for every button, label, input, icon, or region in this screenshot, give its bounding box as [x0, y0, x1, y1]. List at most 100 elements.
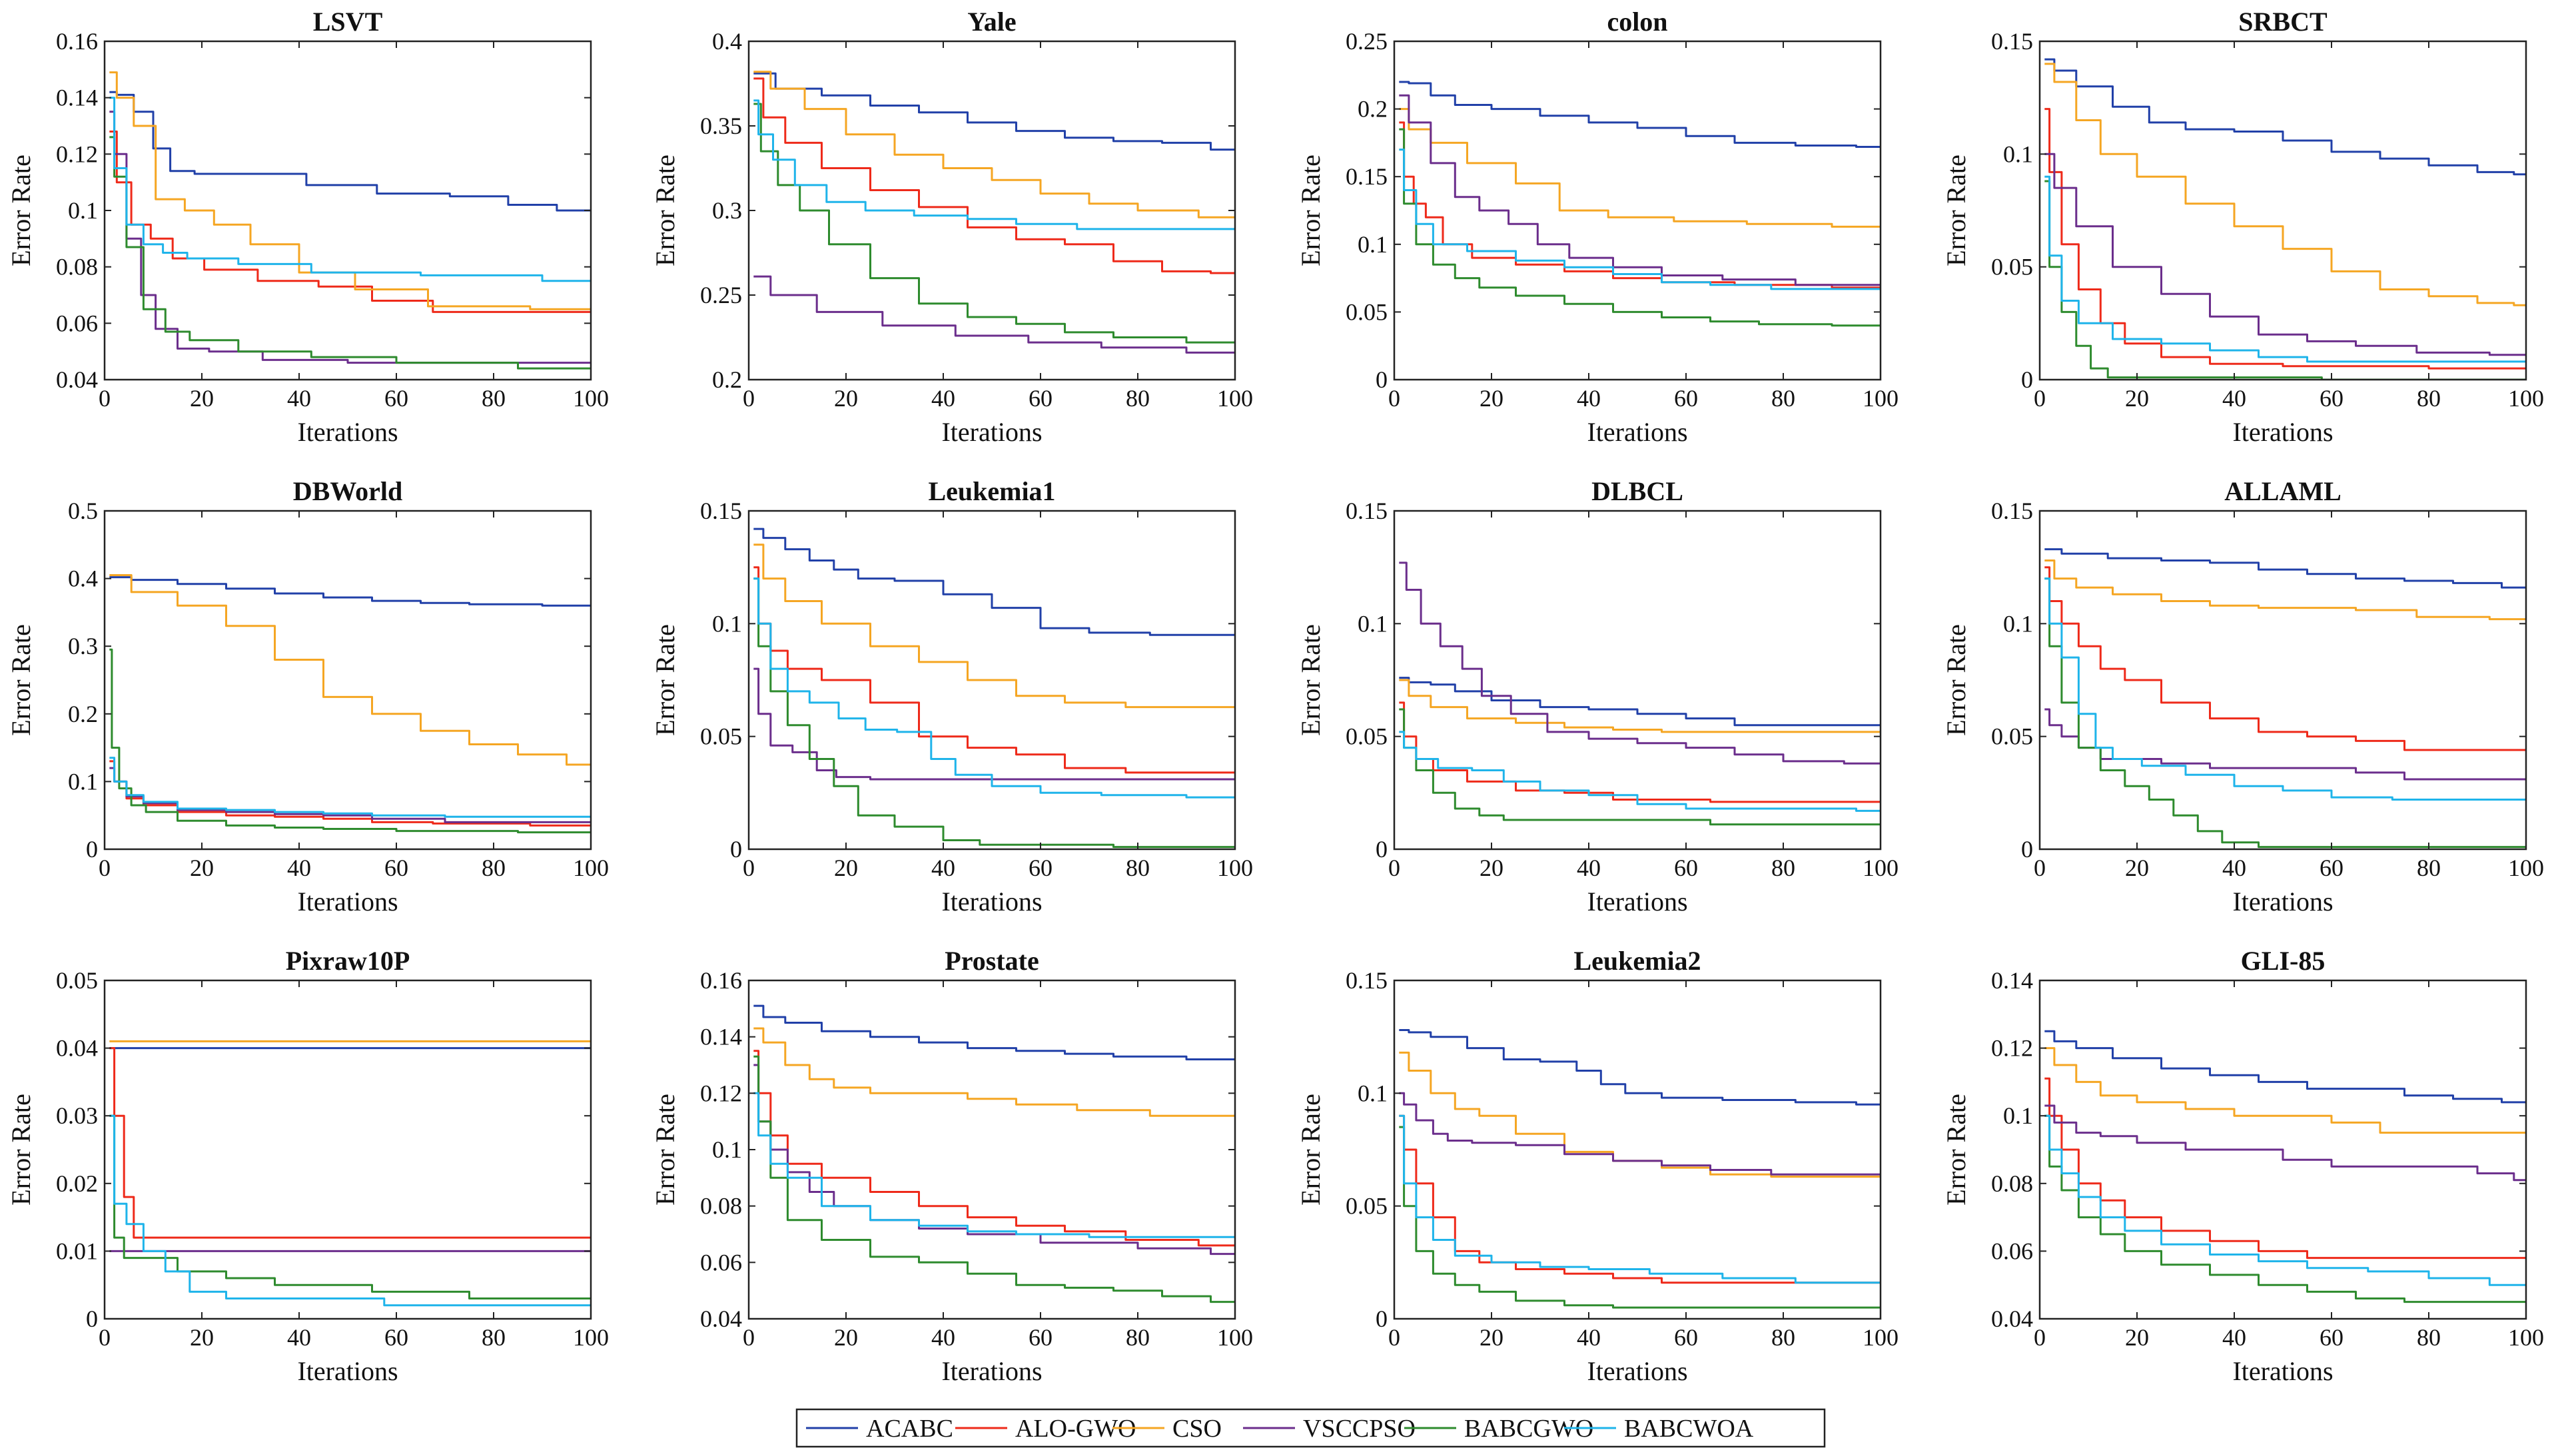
x-tick-label: 40 [931, 1324, 955, 1351]
series-line-cso [109, 574, 591, 766]
y-tick-label: 0.04 [56, 1035, 98, 1062]
legend: ACABC ALO-GWO CSO VSCCPSO BABCGWO BABCWOA [795, 1408, 1826, 1448]
axes-box [1393, 510, 1882, 851]
series-lines [2044, 548, 2526, 849]
y-tick-label: 0.01 [56, 1238, 98, 1264]
x-tick-label: 0 [99, 1324, 111, 1351]
legend-label: VSCCPSO [1303, 1415, 1416, 1443]
y-axis-label: Error Rate [650, 155, 680, 266]
x-tick-label: 60 [384, 1324, 408, 1351]
y-tick-label: 0.1 [2003, 610, 2033, 637]
y-tick-label: 0.05 [1346, 298, 1388, 325]
x-tick-label: 20 [2125, 1324, 2149, 1351]
y-axis-label: Error Rate [1941, 624, 1971, 736]
x-tick-label: 20 [1480, 385, 1503, 412]
y-tick-label: 0.1 [712, 1136, 742, 1163]
x-tick-label: 40 [931, 385, 955, 412]
x-tick-label: 60 [2320, 855, 2343, 881]
x-tick-label: 60 [2320, 1324, 2343, 1351]
series-lines [2044, 1030, 2526, 1303]
series-line-babcgwo [2044, 180, 2526, 380]
series-line-babcgwo [2044, 1114, 2526, 1303]
series-line-vsccpso [2044, 1104, 2526, 1182]
series-line-vsccpso [2044, 708, 2526, 781]
x-tick-label: 20 [834, 855, 858, 881]
y-tick-label: 0.14 [700, 1024, 742, 1050]
y-tick-label: 0.14 [1991, 967, 2033, 994]
chart-title: LSVT [313, 7, 383, 37]
chart-title: Pixraw10P [286, 946, 410, 976]
x-tick-label: 0 [743, 1324, 755, 1351]
y-tick-label: 0.14 [56, 85, 98, 111]
x-tick-label: 80 [482, 385, 506, 412]
y-axis-label: Error Rate [1296, 624, 1326, 736]
chart-title: Prostate [945, 946, 1039, 976]
series-line-acabc [2044, 548, 2526, 589]
series-line-alo-gwo [2044, 108, 2526, 370]
axes-box [747, 510, 1236, 851]
x-tick-label: 60 [1674, 855, 1698, 881]
x-tick-label: 80 [1126, 385, 1150, 412]
x-tick-label: 100 [2508, 385, 2544, 412]
y-tick-label: 0.35 [700, 113, 742, 139]
series-line-cso [1399, 679, 1881, 733]
series-line-cso [2044, 63, 2526, 306]
x-tick-label: 0 [2034, 855, 2046, 881]
x-tick-label: 40 [1577, 1324, 1601, 1351]
x-tick-label: 20 [834, 1324, 858, 1351]
x-axis-label: Iterations [297, 417, 398, 447]
axes-box [103, 979, 592, 1320]
axes-box [2038, 510, 2527, 851]
y-tick-label: 0 [2021, 836, 2033, 863]
series-lines [2044, 58, 2526, 380]
x-tick-label: 40 [2222, 1324, 2246, 1351]
series-lines [753, 1004, 1235, 1303]
series-line-cso [753, 1027, 1235, 1117]
series-lines [1399, 1029, 1881, 1309]
legend-label: ACABC [866, 1415, 953, 1443]
x-tick-label: 0 [743, 385, 755, 412]
series-line-babcwoa [109, 97, 591, 282]
y-axis-label: Error Rate [6, 624, 36, 736]
chart-title: GLI-85 [2241, 946, 2326, 976]
y-tick-label: 0.1 [68, 197, 98, 224]
series-line-babcgwo [753, 1055, 1235, 1303]
series-lines [1399, 81, 1881, 327]
legend-entry-vsccpso: VSCCPSO [1243, 1415, 1416, 1443]
y-tick-label: 0.12 [1991, 1035, 2033, 1062]
x-tick-label: 100 [1863, 385, 1899, 412]
x-tick-label: 0 [1388, 1324, 1400, 1351]
x-axis-label: Iterations [1587, 887, 1687, 916]
subplot-dbworld: 0 20 40 60 80 100 0 0.1 0.2 0.3 0.4 0.5 DBWorld Itera… [6, 476, 609, 916]
x-axis-label: Iterations [941, 417, 1042, 447]
y-tick-label: 0.4 [712, 28, 742, 55]
y-axis-label: Error Rate [6, 1094, 36, 1206]
y-tick-label: 0.3 [712, 197, 742, 224]
series-line-alo-gwo [109, 131, 591, 313]
y-tick-label: 0.3 [68, 633, 98, 659]
y-tick-label: 0.1 [1358, 610, 1388, 637]
series-line-alo-gwo [753, 1050, 1235, 1247]
y-tick-label: 0.06 [700, 1249, 742, 1275]
series-line-babcgwo [1399, 1126, 1881, 1309]
series-line-cso [1399, 1051, 1881, 1178]
x-tick-label: 100 [1217, 855, 1253, 881]
series-line-acabc [753, 72, 1235, 151]
axes-box [2038, 40, 2527, 381]
y-tick-label: 0.1 [712, 610, 742, 637]
series-line-acabc [1399, 1029, 1881, 1106]
y-tick-label: 0.1 [2003, 1102, 2033, 1129]
series-line-acabc [2044, 1030, 2526, 1104]
x-tick-label: 60 [1674, 385, 1698, 412]
y-tick-label: 0.12 [700, 1080, 742, 1106]
series-line-acabc [753, 528, 1235, 636]
legend-entry-babcwoa: BABCWOA [1564, 1415, 1754, 1443]
series-line-vsccpso [753, 275, 1235, 354]
x-tick-label: 40 [1577, 855, 1601, 881]
y-axis-label: Error Rate [1296, 155, 1326, 266]
y-tick-label: 0.02 [56, 1170, 98, 1197]
x-axis-label: Iterations [941, 887, 1042, 916]
series-line-babcwoa [1399, 731, 1881, 812]
subplot-grid: 0 20 40 60 80 100 0.04 0.06 0.08 0.1 0.12 0.14 0.16 L… [6, 7, 2544, 1386]
